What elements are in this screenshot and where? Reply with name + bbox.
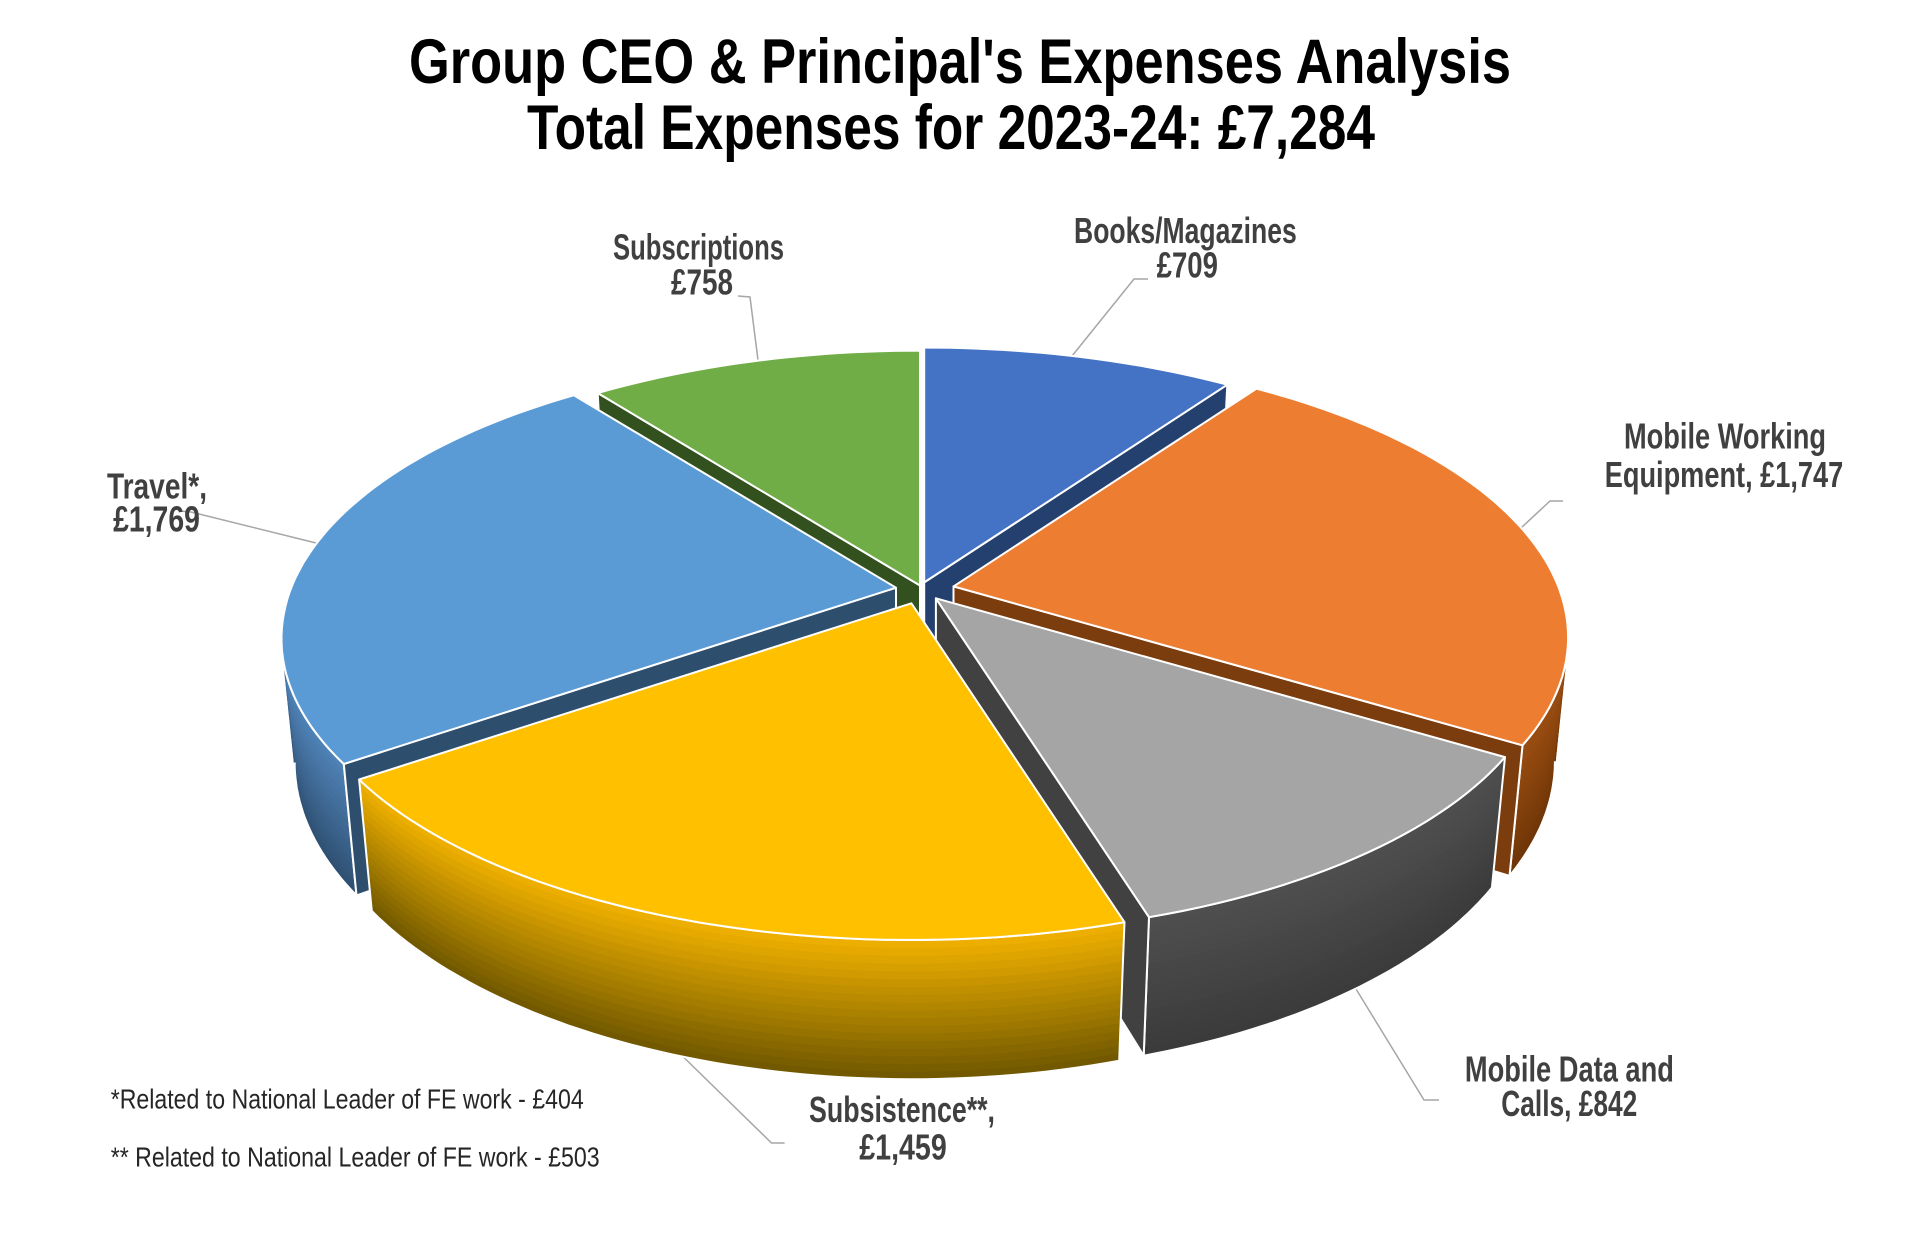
svg-text:Group CEO & Principal's Expens: Group CEO & Principal's Expenses Analysi…: [409, 27, 1511, 97]
svg-text:£1,769: £1,769: [113, 498, 200, 539]
svg-text:£1,459: £1,459: [859, 1127, 947, 1168]
svg-text:Subsistence**,: Subsistence**,: [809, 1089, 995, 1130]
svg-text:Books/Magazines: Books/Magazines: [1074, 210, 1297, 251]
svg-text:Mobile Working: Mobile Working: [1624, 415, 1826, 456]
svg-text:** Related to National Leader: ** Related to National Leader of FE work…: [111, 1142, 600, 1173]
svg-text:Total Expenses for 2023-24: £7: Total Expenses for 2023-24: £7,284: [527, 93, 1375, 163]
svg-text:£758: £758: [671, 261, 733, 302]
svg-text:Subscriptions: Subscriptions: [613, 227, 784, 268]
svg-text:Calls, £842: Calls, £842: [1501, 1083, 1637, 1124]
svg-text:Mobile Data and: Mobile Data and: [1465, 1049, 1674, 1090]
svg-text:Equipment, £1,747: Equipment, £1,747: [1605, 454, 1844, 495]
svg-text:Travel*,: Travel*,: [107, 466, 207, 507]
svg-text:£709: £709: [1157, 244, 1218, 285]
svg-text:*Related to National Leader of: *Related to National Leader of FE work -…: [111, 1083, 584, 1114]
